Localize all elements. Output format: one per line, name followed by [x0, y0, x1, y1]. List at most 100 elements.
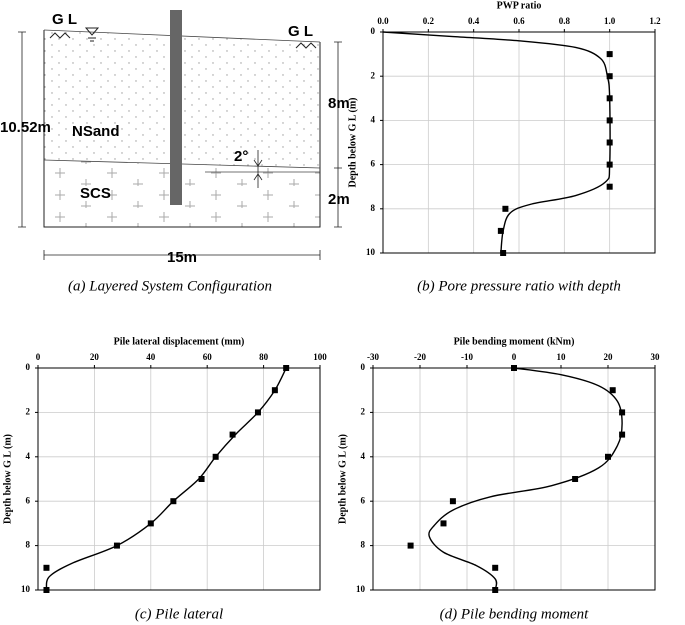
- x-tick-label: 100: [313, 352, 327, 362]
- data-point: [254, 409, 261, 416]
- ground-symbols: [49, 27, 317, 49]
- chart: 0.0 0.2 0.4 0.6 0.8 1.0 1.2 0 2 4 6 8 10 PWP ratio Dep…: [347, 0, 661, 294]
- data-point: [572, 476, 579, 482]
- soil-box: [43, 30, 321, 228]
- dimension-label: 8m: [328, 95, 350, 112]
- x-tick-label: 10: [557, 352, 567, 362]
- y-tick-label: 6: [361, 495, 366, 505]
- x-tick-label: 20: [604, 352, 614, 362]
- y-tick-label: 4: [361, 451, 366, 461]
- layer-label: SCS: [80, 185, 111, 202]
- x-tick-label: 40: [146, 352, 156, 362]
- x-tick-label: 30: [651, 352, 661, 362]
- x-tick-label: 80: [259, 352, 269, 362]
- data-point: [606, 139, 613, 146]
- data-point: [619, 431, 626, 438]
- x-tick-label: -30: [367, 352, 379, 362]
- caption: (a) Layered System Configuration: [68, 278, 272, 294]
- y-axis-label: Depth below G L (m): [347, 98, 358, 188]
- data-point: [619, 409, 626, 416]
- y-tick-label: 8: [26, 540, 31, 550]
- chart-title: Pile lateral displacement (mm): [114, 336, 245, 347]
- profile-line: [45, 367, 287, 591]
- x-tick-label: 1.2: [649, 16, 661, 26]
- angle-arrow: [253, 150, 263, 188]
- y-axis-label: Depth below G L (m): [2, 434, 13, 524]
- plot-frame: [37, 367, 321, 591]
- y-tick-label: 8: [371, 203, 376, 213]
- x-tick-label: 0.6: [513, 16, 525, 26]
- data-point: [502, 205, 509, 212]
- x-tick-label: 0: [512, 352, 517, 362]
- gl-label: G L: [52, 11, 77, 28]
- chart-title: PWP ratio: [497, 0, 542, 11]
- data-point: [283, 365, 290, 371]
- data-point: [43, 587, 50, 593]
- y-tick-label: 0: [361, 362, 366, 372]
- dimension-label: 10.52m: [0, 119, 51, 136]
- y-tick-label: 4: [371, 114, 376, 124]
- x-tick-label: 0.2: [423, 16, 435, 26]
- x-tick-label: 0: [36, 352, 41, 362]
- data-point: [113, 542, 120, 549]
- layer-diagram: G L G L NSand SCS 10.52m 8m 2m 2° 15m (a…: [0, 10, 350, 294]
- x-tick-label: 20: [90, 352, 100, 362]
- y-tick-label: 2: [371, 70, 376, 80]
- y-tick-label: 10: [356, 584, 366, 594]
- chart: -30 -20 -10 0 10 20 30 0 2 4 6 8 10 Pile bending mome…: [337, 336, 660, 622]
- data-point: [407, 542, 414, 549]
- data-point: [212, 453, 219, 460]
- caption: (d) Pile bending moment: [440, 606, 590, 622]
- data-point: [271, 387, 278, 394]
- y-tick-label: 2: [361, 406, 366, 416]
- y-tick-label: 2: [26, 406, 31, 416]
- data-point: [606, 73, 613, 80]
- data-point: [606, 95, 613, 102]
- y-tick-label: 10: [366, 247, 376, 257]
- x-tick-label: 60: [203, 352, 213, 362]
- y-tick-label: 8: [361, 540, 366, 550]
- data-point: [606, 117, 613, 124]
- plot-frame: [382, 31, 656, 254]
- x-tick-label: 0.0: [377, 16, 389, 26]
- caption: (b) Pore pressure ratio with depth: [417, 278, 621, 294]
- data-point: [147, 520, 154, 527]
- angle-label: 2°: [234, 148, 248, 165]
- layer-label: NSand: [72, 123, 120, 140]
- profile-line: [382, 31, 611, 254]
- y-tick-label: 10: [21, 584, 31, 594]
- chart: 0 20 40 60 80 100 0 2 4 6 8 10 Pile lateral displace…: [2, 336, 327, 622]
- x-tick-label: 0.4: [468, 16, 480, 26]
- y-tick-label: 4: [26, 451, 31, 461]
- data-point: [198, 476, 205, 482]
- dimension-lines: [18, 31, 342, 260]
- data-point: [492, 587, 499, 593]
- pile: [170, 10, 182, 205]
- data-point: [606, 161, 613, 168]
- data-point: [500, 250, 507, 256]
- data-point: [606, 51, 613, 58]
- dimension-label: 15m: [167, 249, 197, 266]
- y-tick-label: 6: [26, 495, 31, 505]
- y-axis-label: Depth below G L (m): [337, 434, 348, 524]
- data-point: [609, 387, 616, 394]
- y-tick-label: 0: [371, 26, 376, 36]
- x-tick-label: 0.8: [559, 16, 571, 26]
- gl-label: G L: [288, 23, 313, 40]
- data-point: [440, 520, 447, 527]
- data-point: [497, 227, 504, 234]
- data-point: [43, 564, 50, 571]
- x-tick-label: -20: [414, 352, 426, 362]
- x-tick-label: 1.0: [604, 16, 616, 26]
- profile-line: [428, 367, 623, 591]
- data-point: [511, 365, 517, 371]
- y-tick-label: 6: [371, 159, 376, 169]
- data-point: [606, 183, 613, 190]
- data-point: [229, 431, 236, 438]
- caption: (c) Pile lateral: [135, 606, 223, 622]
- y-tick-label: 0: [26, 362, 31, 372]
- chart-title: Pile bending moment (kNm): [454, 336, 575, 347]
- data-point: [449, 498, 456, 505]
